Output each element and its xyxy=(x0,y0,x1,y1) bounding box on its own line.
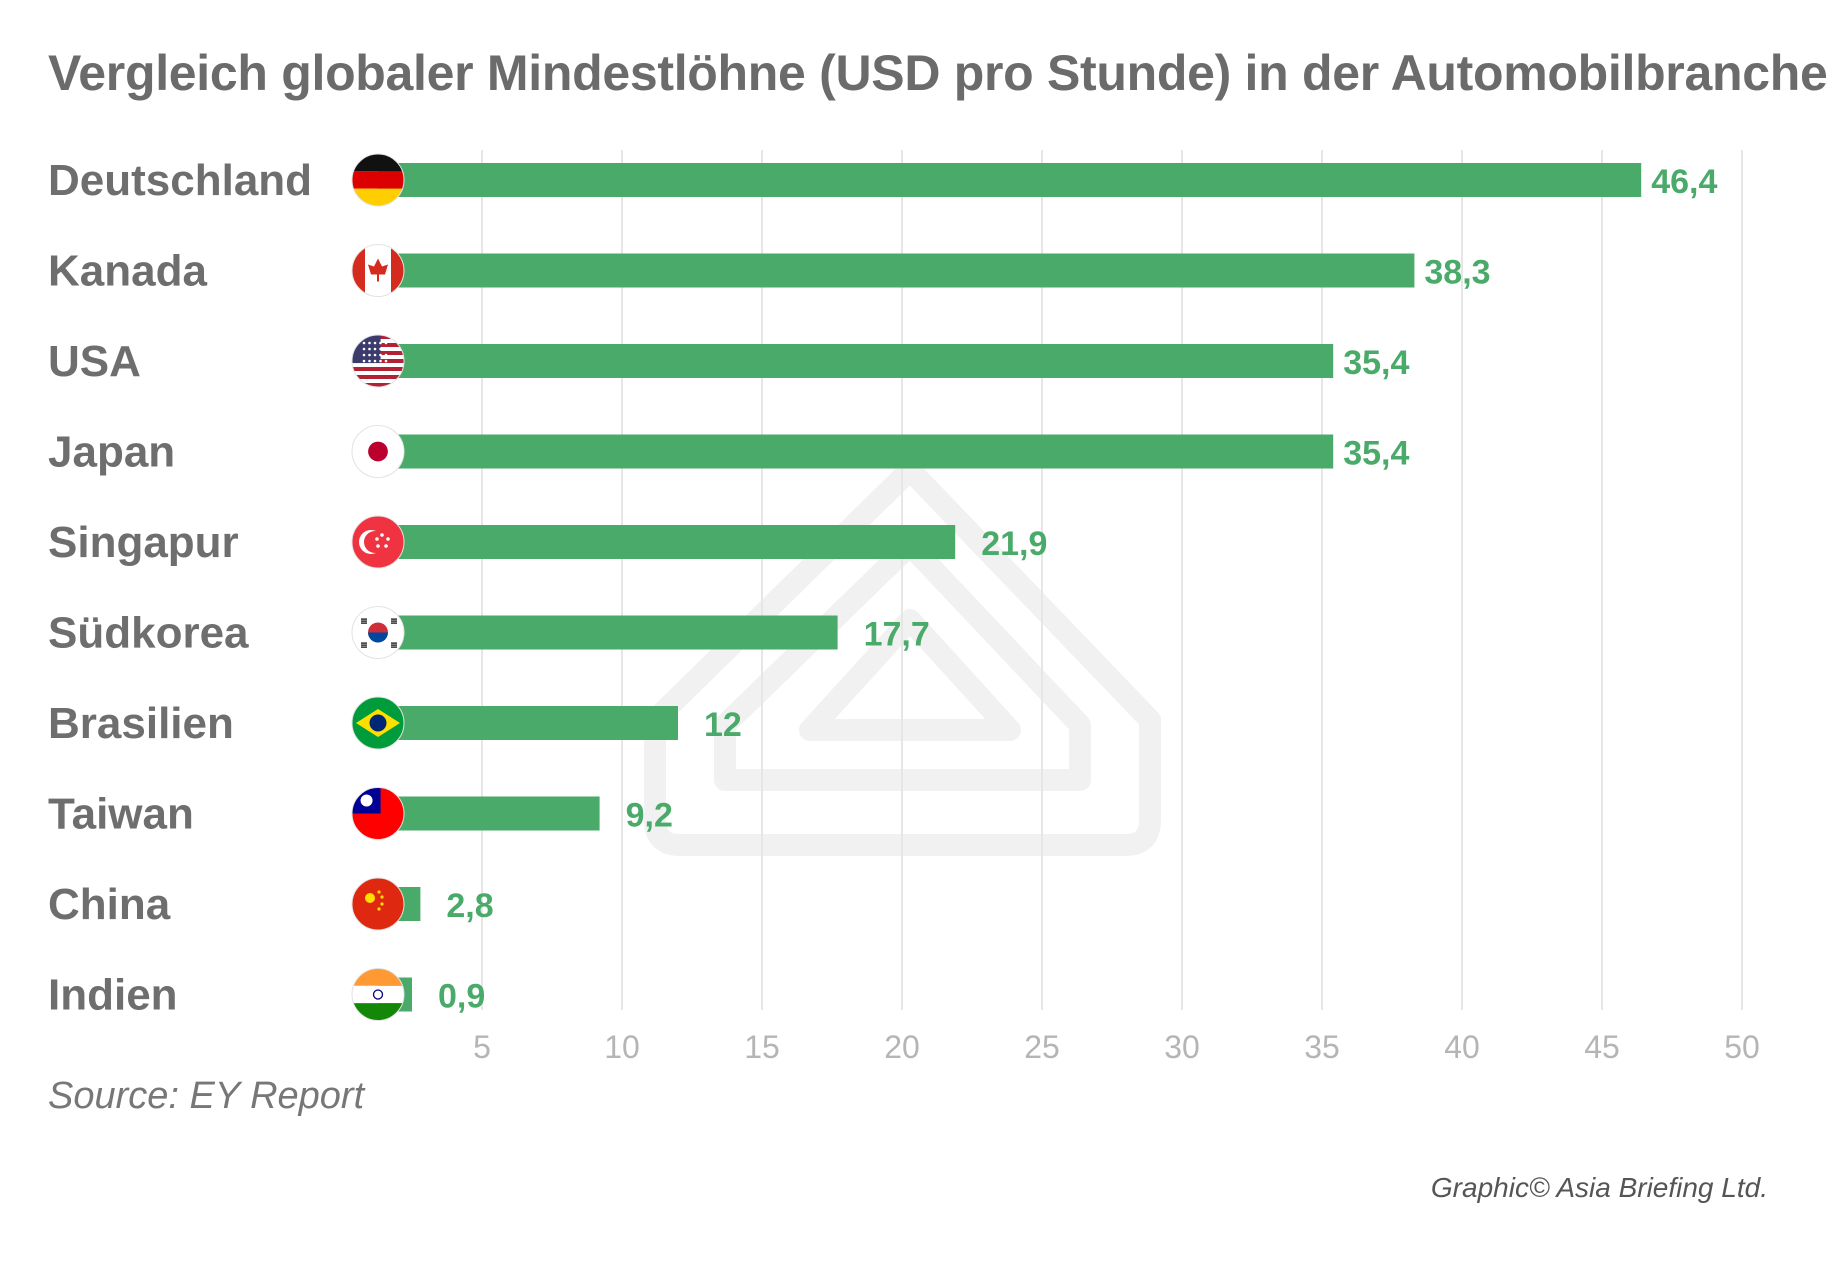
value-label: 35,4 xyxy=(1343,435,1409,473)
x-grid-lines xyxy=(481,150,1743,1010)
country-label: Indien xyxy=(48,971,178,1020)
x-tick-label: 45 xyxy=(1584,1029,1620,1065)
china-flag-icon xyxy=(351,877,405,931)
japan-flag-icon xyxy=(351,425,405,478)
bar xyxy=(378,796,600,831)
value-label: 35,4 xyxy=(1343,344,1409,382)
x-tick-label: 50 xyxy=(1724,1029,1760,1065)
brazil-flag-icon xyxy=(351,696,405,750)
bar xyxy=(378,344,1334,378)
country-label: Kanada xyxy=(48,247,207,296)
country-label: China xyxy=(48,880,171,929)
germany-flag-icon xyxy=(351,153,405,207)
bars-group xyxy=(378,163,1642,1012)
india-flag-icon xyxy=(351,968,405,1021)
flags-group xyxy=(351,153,405,1021)
country-label: Singapur xyxy=(48,518,239,567)
usa-flag-icon xyxy=(351,334,405,388)
x-axis-ticks: 5 10 15 20 25 30 35 40 45 50 xyxy=(473,1029,1760,1065)
country-label: Brasilien xyxy=(48,699,234,748)
country-label: Japan xyxy=(48,428,175,477)
country-label: Südkorea xyxy=(48,609,249,658)
value-label: 12 xyxy=(704,706,742,744)
x-tick-label: 30 xyxy=(1164,1029,1200,1065)
source-note: Source: EY Report xyxy=(48,1075,365,1117)
x-tick-label: 20 xyxy=(884,1029,920,1065)
bar xyxy=(378,525,956,559)
value-label: 38,3 xyxy=(1424,254,1490,292)
x-tick-label: 5 xyxy=(473,1029,491,1065)
bar xyxy=(378,615,838,650)
bar xyxy=(378,706,678,740)
value-label: 17,7 xyxy=(864,616,930,654)
value-label: 0,9 xyxy=(438,978,485,1016)
bar xyxy=(378,434,1334,469)
taiwan-flag-icon xyxy=(351,787,405,840)
x-tick-label: 40 xyxy=(1444,1029,1480,1065)
singapore-flag-icon xyxy=(351,515,405,569)
labels-group: Deutschland 46,4 Kanada 38,3 USA 35,4 Japan 35,… xyxy=(48,156,1717,1020)
graphic-credit: Graphic© Asia Briefing Ltd. xyxy=(1430,1172,1768,1203)
value-label: 46,4 xyxy=(1651,163,1717,201)
x-tick-label: 25 xyxy=(1024,1029,1060,1065)
value-label: 9,2 xyxy=(626,797,673,835)
south-korea-flag-icon xyxy=(351,606,405,659)
value-label: 21,9 xyxy=(981,525,1047,563)
x-tick-label: 10 xyxy=(604,1029,640,1065)
x-tick-label: 15 xyxy=(744,1029,780,1065)
bar xyxy=(378,163,1642,197)
bar xyxy=(378,253,1415,288)
country-label: Taiwan xyxy=(48,790,194,839)
canada-flag-icon xyxy=(351,244,405,297)
country-label: Deutschland xyxy=(48,156,312,205)
value-label: 2,8 xyxy=(446,887,493,925)
country-label: USA xyxy=(48,337,141,386)
chart-title: Vergleich globaler Mindestlöhne (USD pro… xyxy=(48,45,1828,101)
x-tick-label: 35 xyxy=(1304,1029,1340,1065)
